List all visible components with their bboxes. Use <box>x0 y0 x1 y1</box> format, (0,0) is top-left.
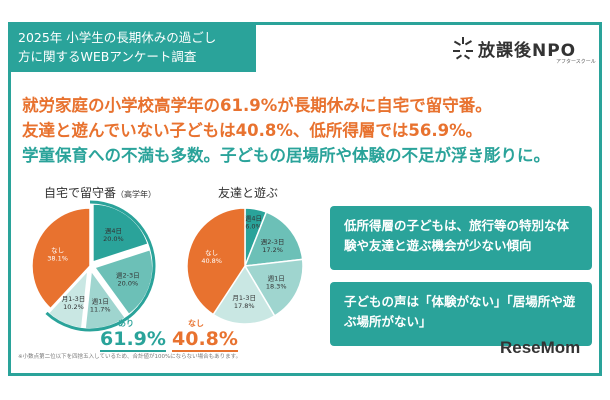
headline-line3: 学童保育への不満も多数。子どもの居場所や体験の不足が浮き彫りに。 <box>22 146 550 165</box>
chart1-summary-value: 61.9% <box>100 328 166 352</box>
pie1-slice-label-4: なし <box>51 246 64 254</box>
npo-logo: 放課後NPO アフタースクール <box>452 36 596 68</box>
finding-card-low-income: 低所得層の子どもは、旅行等の特別な体験や友達と遊ぶ機会が少ない傾向 <box>330 206 592 270</box>
pie1-highlight-arc <box>45 200 156 332</box>
watermark-logo: ReseMom <box>500 338 581 357</box>
survey-title-line2: 方に関するWEBアンケート調査 <box>18 49 197 64</box>
pie2-slice-label-1: 週2-3日 <box>261 237 285 246</box>
pie1-slice-label-1: 週2-3日 <box>116 270 140 279</box>
pie2-slice-label-3: 月1-3日 <box>232 294 256 302</box>
pie1-slice-label-2: 週1日 <box>92 296 109 305</box>
chart2-summary-value: 40.8% <box>172 328 238 352</box>
pie2-slice-label-2: 週1日 <box>268 273 285 282</box>
pie2-slice-3 <box>212 264 276 325</box>
pie1-slice-value-3: 10.2% <box>63 303 84 311</box>
pie2-slice-value-3: 17.8% <box>234 302 255 310</box>
chart1-subtitle: （高学年） <box>116 190 157 199</box>
headline-line1: 就労家庭の小学校高学年の61.9%が長期休みに自宅で留守番。 <box>22 96 492 115</box>
chart2-title: 友達と遊ぶ <box>218 186 279 200</box>
pie1-slice-value-0: 20.0% <box>103 235 124 243</box>
chart1-summary-label: あり <box>118 319 134 328</box>
pie2-slice-label-4: なし <box>205 249 218 257</box>
pie2-slice-value-4: 40.8% <box>201 257 222 265</box>
chart1-title-text: 自宅で留守番 <box>44 186 117 200</box>
pie1-slice-value-4: 38.1% <box>47 254 68 262</box>
pie1-slice-label-3: 月1-3日 <box>62 295 86 303</box>
pie2-slice-4 <box>186 207 246 316</box>
footnote: ※小数点第二位以下を四捨五入しているため、合計値が100%にならない場合もありま… <box>18 354 242 360</box>
chart1-title: 自宅で留守番（高学年） <box>44 184 156 201</box>
pie2-slice-value-1: 17.2% <box>262 246 283 254</box>
pie2-slice-value-0: 6.0% <box>245 223 262 231</box>
logo-subtext: アフタースクール <box>556 59 596 65</box>
finding-card-child-voices: 子どもの声は「体験がない」「居場所や遊ぶ場所がない」 <box>330 282 592 346</box>
pie2-slice-label-0: 週4日 <box>245 214 262 223</box>
survey-title-line1: 2025年 小学生の長期休みの過ごし <box>18 30 217 45</box>
survey-title-box: 2025年 小学生の長期休みの過ごし 方に関するWEBアンケート調査 <box>8 22 256 72</box>
chart2-summary-label: なし <box>188 319 204 328</box>
pie2-slice-2 <box>243 258 304 317</box>
pie1-slice-4 <box>31 207 91 310</box>
pie1-slice-label-0: 週4日 <box>105 226 122 235</box>
pie2-slice-1 <box>243 211 304 267</box>
logo-text: 放課後NPO <box>478 41 577 61</box>
pie-chart-play-friends: 週4日6.0%週2-3日17.2%週1日18.3%月1-3日17.8%なし40.… <box>186 207 304 325</box>
pie1-slice-value-1: 20.0% <box>118 279 139 287</box>
pie1-slice-value-2: 11.7% <box>90 305 111 313</box>
headline-line2: 友達と遊んでいない子どもは40.8%、低所得層では56.9%。 <box>22 121 483 140</box>
pie2-slice-value-2: 18.3% <box>266 282 287 290</box>
logo-mark-icon <box>453 37 473 60</box>
pie-chart-home-alone: 週4日20.0%週2-3日20.0%週1日11.7%月1-3日10.2%なし38… <box>31 200 156 332</box>
